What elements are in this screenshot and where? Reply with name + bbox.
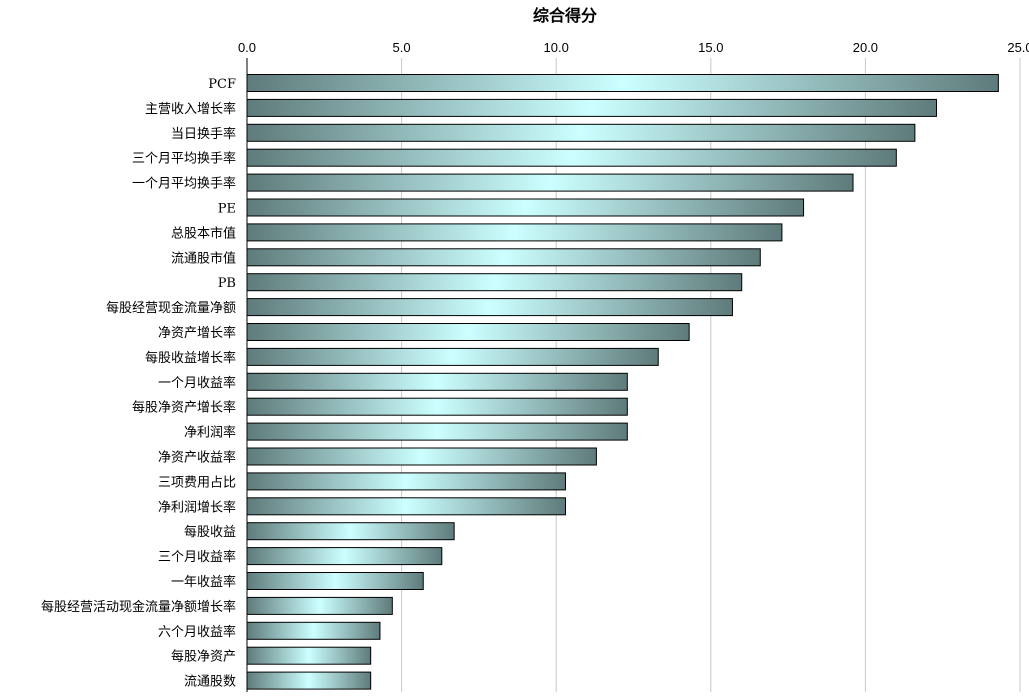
bar: [246, 596, 393, 615]
category-label: 当日换手率: [171, 126, 236, 142]
bar: [246, 347, 659, 366]
bar: [246, 447, 597, 466]
bar: [246, 646, 372, 665]
x-tick-label: 5.0: [393, 40, 411, 55]
bar: [246, 198, 805, 217]
category-label: 每股收益增长率: [145, 350, 236, 366]
category-label: 每股净资产: [171, 649, 236, 665]
category-label: 流通股数: [184, 675, 236, 690]
category-label: 一年收益率: [171, 574, 236, 590]
category-label: PCF: [208, 77, 236, 92]
bars: [246, 74, 999, 690]
x-tick-label: 0.0: [238, 40, 256, 55]
bar: [246, 671, 372, 690]
bar: [246, 98, 938, 117]
bar: [246, 472, 566, 491]
category-label: 每股经营活动现金流量净额增长率: [41, 599, 236, 615]
category-label: 净利润增长率: [158, 499, 236, 515]
x-tick-label: 10.0: [544, 40, 569, 55]
category-label: 流通股市值: [171, 250, 236, 266]
bar: [246, 422, 628, 441]
x-tick-label: 15.0: [698, 40, 723, 55]
category-label: 六个月收益率: [158, 624, 236, 640]
bar: [246, 223, 783, 242]
bar: [246, 397, 628, 416]
category-label: 每股收益: [184, 524, 236, 540]
bar: [246, 148, 897, 167]
category-label: PB: [218, 276, 236, 291]
category-label: 三项费用占比: [158, 475, 236, 490]
x-axis-ticks: 0.0 5.0 10.0 15.0 20.0 25.0: [238, 40, 1029, 55]
bar: [246, 522, 455, 541]
bar: [246, 173, 854, 192]
bar: [246, 572, 424, 590]
category-label: 三个月平均换手率: [132, 151, 236, 167]
category-label: 净资产收益率: [158, 450, 236, 466]
category-label: 净利润率: [184, 425, 236, 441]
x-tick-label: 25.0: [1007, 40, 1029, 55]
category-label: 主营收入增长率: [145, 101, 236, 117]
category-label: 每股经营现金流量净额: [106, 300, 236, 316]
bar: [246, 123, 916, 142]
bar: [246, 323, 690, 341]
bar: [246, 273, 743, 292]
bar: [246, 248, 761, 267]
bar: [246, 497, 566, 516]
bar: [246, 372, 628, 391]
category-label: 一个月收益率: [158, 375, 236, 391]
bar: [246, 547, 443, 566]
category-label: 一个月平均换手率: [132, 176, 236, 192]
category-label: 每股净资产增长率: [132, 400, 236, 416]
category-label: 三个月收益率: [158, 549, 236, 565]
x-tick-label: 20.0: [853, 40, 878, 55]
category-label: 净资产增长率: [158, 325, 236, 341]
bar: [246, 74, 999, 92]
bar: [246, 621, 381, 640]
chart-title: 综合得分: [533, 6, 597, 25]
bar: [246, 298, 733, 317]
category-label: 总股本市值: [171, 225, 236, 241]
category-label: PE: [218, 202, 236, 217]
